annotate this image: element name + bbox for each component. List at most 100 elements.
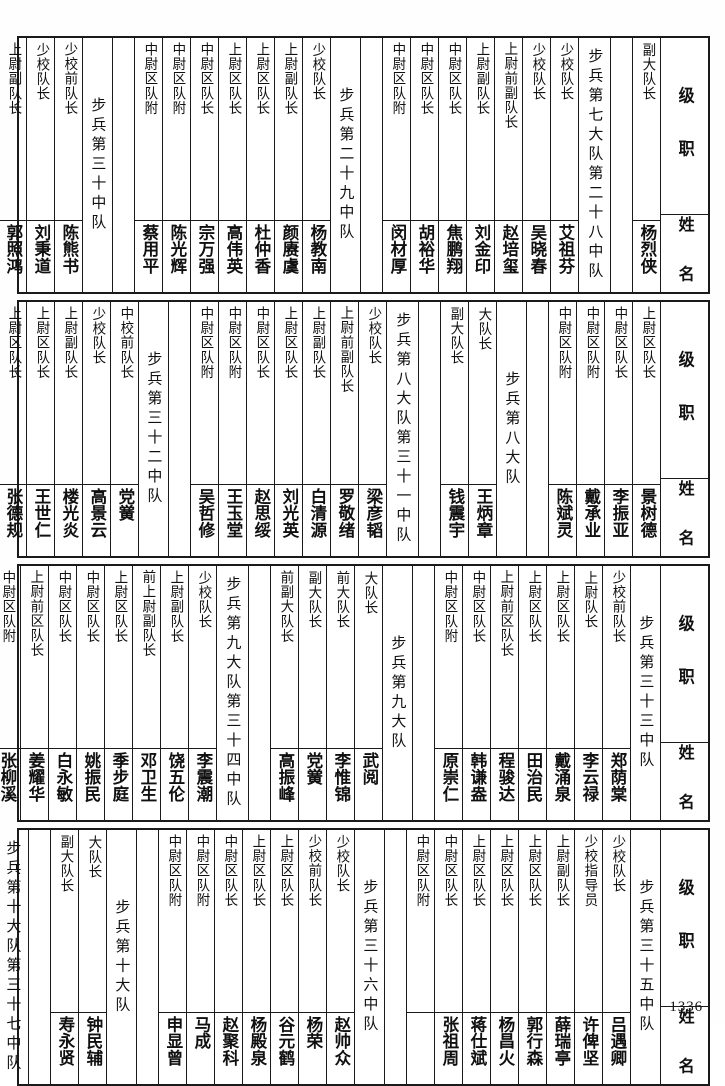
entry-rank-text: 少校队长 [89,306,106,365]
entry-rank-cell: 副大队长 [441,302,468,484]
unit-group-title-text: 步兵第三十二中队 [145,351,164,507]
roster-entry-column: 上尉区队长 杨昌火 [490,830,518,1084]
entry-name-cell: 蔡用平 [135,220,162,292]
unit-group-title-cell: 步兵第八大队 [497,302,526,556]
entry-rank-cell: 副大队长 [299,566,326,748]
entry-name-cell: 陈斌灵 [549,484,576,556]
entry-name-cell: 陈光辉 [163,220,190,292]
entry-name-text: 王玉堂 [223,488,243,538]
entry-name-cell: 杨烈侠 [633,220,660,292]
entry-rank-text: 少校前队长 [61,41,78,115]
entry-rank-cell: 中尉区队附 [219,302,246,484]
spacer-column [136,830,158,1084]
entry-rank-cell: 上尉前区队长 [21,566,48,748]
entry-rank-cell: 上尉区队长 [105,566,132,748]
entry-name-text: 杜仲香 [251,224,271,274]
entry-name-cell: 韩谦盎 [463,748,490,820]
column-header-rank-name: 级 职姓 名 [660,302,708,556]
entry-rank-cell: 中尉区队长 [247,302,274,484]
header-name-label: 姓 名 [661,478,708,556]
entry-rank-text: 上尉副队长 [5,41,22,115]
entry-rank-text: 中尉区队附 [141,41,158,115]
roster-entry-column: 中尉区队长 白永敏 [48,566,76,820]
entry-rank-text: 少校前队长 [609,569,626,643]
entry-name-cell: 吕遇卿 [603,1012,630,1084]
header-rank-text: 级 职 [675,878,695,958]
entry-rank-cell: 上尉区队长 [0,302,26,484]
entry-rank-cell: 少校队长 [523,38,550,220]
column-header-rank-name: 级 职姓 名 [660,38,708,292]
entry-rank-text: 少校队长 [609,834,626,893]
unit-group-title-cell: 步兵第三十三中队 [631,566,660,820]
header-name-label: 姓 名 [661,742,708,820]
entry-rank-text: 上尉区队长 [469,833,486,907]
spacer-column [418,302,440,556]
unit-group-title-text: 步兵第三十三中队 [637,615,656,771]
entry-rank-cell: 少校队长 [327,830,354,1012]
entry-rank-cell: 中尉区队附 [435,566,462,748]
entry-rank-cell: 中尉区队附 [383,38,410,220]
entry-rank-text: 上尉前副队长 [501,41,518,130]
unit-group-title: 步兵第九大队 [382,566,412,820]
entry-rank-cell: 少校队长 [551,38,578,220]
entry-name-cell: 党黉 [299,748,326,820]
entry-rank-text: 上尉前副队长 [337,305,354,394]
entry-name-cell: 张祖周 [435,1012,462,1084]
entry-name-cell: 张柳溪 [0,748,20,820]
roster-entry-column: 中尉区队长 韩谦盎 [462,566,490,820]
entry-name-cell: 刘秉道 [27,220,54,292]
entry-name-cell: 刘光英 [275,484,302,556]
entry-rank-text: 上尉区队长 [111,569,128,643]
roster-entry-column: 少校前队长 杨荣 [298,830,326,1084]
roster-entry-column: 少校前队长 郑荫棠 [602,566,630,820]
unit-group-title-cell: 步兵第三十中队 [83,38,112,292]
header-rank-label: 级 职 [661,302,708,478]
entry-rank-text: 前副大队长 [277,569,294,643]
header-name-text: 姓 名 [675,216,695,291]
entry-name-cell: 景树德 [633,484,660,556]
entry-rank-text: 少校前队长 [305,833,322,907]
entry-name-text: 戴承业 [581,488,601,538]
entry-rank-text: 大队长 [475,306,492,351]
entry-rank-cell: 上尉区队长 [547,566,574,748]
entry-name-cell: 蒋仕斌 [463,1012,490,1084]
unit-group-title: 步兵第三十二中队 [138,302,168,556]
entry-rank-cell: 少校指导员 [575,830,602,1012]
unit-group-title: 步兵第三十三中队 [630,566,660,820]
entry-rank-cell: 上尉区队长 [633,302,660,484]
header-name-label: 姓 名 [661,1006,708,1084]
entry-name-cell: 焦鹏翔 [439,220,466,292]
entry-rank-cell: 上尉区队长 [27,302,54,484]
entry-rank-text: 中尉区队长 [611,305,628,379]
entry-name-text: 宗万强 [195,224,215,274]
spacer-column [412,566,434,820]
entry-name-cell: 杜仲香 [247,220,274,292]
entry-rank-text: 中尉区队附 [165,833,182,907]
entry-rank-text: 上尉副队长 [309,305,326,379]
entry-rank-text: 少校队长 [33,42,50,101]
roster-entry-column: 中校前队长 党黉 [110,302,138,556]
entry-name-cell: 杨昌火 [491,1012,518,1084]
spacer-column [28,830,50,1084]
entry-name-cell: 党黉 [111,484,138,556]
entry-rank-cell: 上尉区队长 [243,830,270,1012]
entry-rank-text: 副大队长 [57,834,74,893]
entry-name-cell: 刘金印 [467,220,494,292]
roster-entry-column: 中尉区队附 [406,830,434,1084]
roster-entry-column: 少校指导员 许俾坚 [574,830,602,1084]
roster-entry-column: 上尉区队长 刘光英 [274,302,302,556]
entry-rank-cell: 大队长 [355,566,382,748]
entry-rank-text: 中尉区队附 [441,569,458,643]
entry-name-cell: 原崇仁 [435,748,462,820]
entry-name-text: 郑荫棠 [607,752,627,802]
entry-rank-text: 上尉队长 [581,570,598,629]
entry-rank-cell: 中尉区队长 [435,830,462,1012]
entry-rank-text: 中尉区队长 [197,41,214,115]
entry-name-text: 戴涌泉 [551,752,571,802]
entry-rank-cell: 中尉区队长 [463,566,490,748]
entry-rank-text: 少校队长 [557,42,574,101]
header-rank-text: 级 职 [675,350,695,430]
roster-entry-column: 前上尉副队长 邓卫生 [132,566,160,820]
entry-rank-cell: 副大队长 [51,830,78,1012]
spacer-cell [169,302,190,556]
